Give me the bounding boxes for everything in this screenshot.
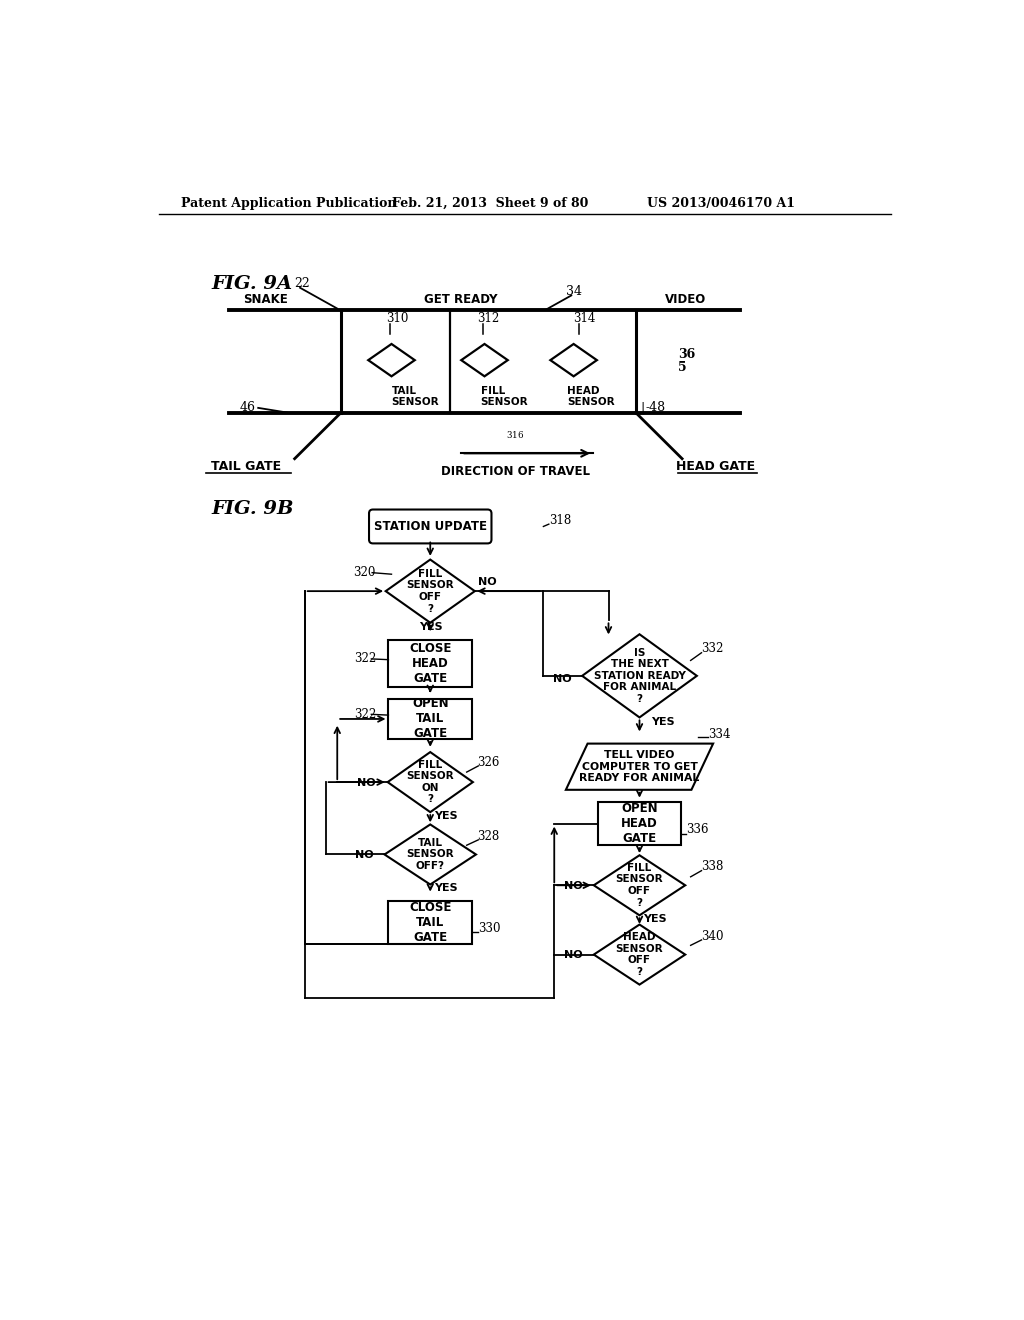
- Text: NO: NO: [356, 777, 375, 788]
- Text: $\mathregular{|}$: $\mathregular{|}$: [640, 400, 644, 416]
- Text: CLOSE
TAIL
GATE: CLOSE TAIL GATE: [409, 900, 452, 944]
- Text: 332: 332: [701, 643, 724, 656]
- Text: HEAD GATE: HEAD GATE: [676, 459, 755, 473]
- Bar: [598, 803, 681, 845]
- Text: $\mathregular{^{316}}$: $\mathregular{^{316}}$: [506, 432, 524, 445]
- Text: VIDEO: VIDEO: [666, 293, 707, 306]
- Text: 336: 336: [686, 824, 709, 837]
- Text: TAIL GATE: TAIL GATE: [211, 459, 281, 473]
- Text: HEAD
SENSOR: HEAD SENSOR: [567, 385, 615, 407]
- Text: FILL
SENSOR: FILL SENSOR: [480, 385, 528, 407]
- Text: FIG. 9B: FIG. 9B: [212, 500, 294, 517]
- Text: FIG. 9A: FIG. 9A: [212, 275, 293, 293]
- Text: FILL
SENSOR
ON
?: FILL SENSOR ON ?: [407, 760, 454, 804]
- Text: 36: 36: [678, 348, 695, 362]
- Text: TELL VIDEO
COMPUTER TO GET
READY FOR ANIMAL: TELL VIDEO COMPUTER TO GET READY FOR ANI…: [580, 750, 699, 783]
- Text: 322: 322: [354, 708, 377, 721]
- Text: NO: NO: [564, 950, 583, 961]
- Text: 22: 22: [295, 277, 310, 290]
- Text: 338: 338: [701, 861, 724, 874]
- Text: 34: 34: [565, 285, 582, 298]
- Text: 310: 310: [386, 312, 409, 325]
- Text: 320: 320: [352, 566, 375, 579]
- Text: DIRECTION OF TRAVEL: DIRECTION OF TRAVEL: [441, 465, 590, 478]
- Text: 330: 330: [478, 921, 501, 935]
- Text: 318: 318: [550, 513, 571, 527]
- Text: OPEN
TAIL
GATE: OPEN TAIL GATE: [412, 697, 449, 741]
- Text: 340: 340: [701, 931, 724, 944]
- Text: 326: 326: [477, 755, 499, 768]
- Text: TAIL
SENSOR
OFF?: TAIL SENSOR OFF?: [407, 838, 454, 871]
- Text: STATION UPDATE: STATION UPDATE: [374, 520, 486, 533]
- Text: Feb. 21, 2013  Sheet 9 of 80: Feb. 21, 2013 Sheet 9 of 80: [391, 197, 588, 210]
- Text: IS
THE NEXT
STATION READY
FOR ANIMAL
?: IS THE NEXT STATION READY FOR ANIMAL ?: [594, 648, 685, 704]
- Text: YES: YES: [419, 622, 442, 632]
- Text: NO: NO: [553, 675, 571, 684]
- Text: TAIL
SENSOR: TAIL SENSOR: [391, 385, 439, 407]
- Text: US 2013/0046170 A1: US 2013/0046170 A1: [647, 197, 796, 210]
- Text: NO: NO: [564, 882, 583, 891]
- Text: 322: 322: [354, 652, 377, 665]
- Text: YES: YES: [434, 810, 458, 821]
- Text: CLOSE
HEAD
GATE: CLOSE HEAD GATE: [409, 642, 452, 685]
- Text: NO: NO: [355, 850, 374, 861]
- Text: 328: 328: [477, 829, 499, 842]
- Text: NO: NO: [478, 577, 497, 587]
- Bar: [388, 700, 472, 739]
- Text: 334: 334: [708, 727, 730, 741]
- Text: -48: -48: [646, 401, 666, 414]
- Bar: [388, 900, 472, 944]
- Text: 5: 5: [678, 362, 687, 375]
- Text: HEAD
SENSOR
OFF
?: HEAD SENSOR OFF ?: [615, 932, 664, 977]
- Text: 314: 314: [572, 312, 595, 325]
- Text: FILL
SENSOR
OFF
?: FILL SENSOR OFF ?: [615, 863, 664, 908]
- Text: GET READY: GET READY: [425, 293, 498, 306]
- Text: OPEN
HEAD
GATE: OPEN HEAD GATE: [622, 803, 657, 845]
- Text: 312: 312: [477, 312, 499, 325]
- Text: YES: YES: [643, 915, 667, 924]
- Bar: [388, 640, 472, 686]
- Text: YES: YES: [434, 883, 458, 894]
- Text: SNAKE: SNAKE: [244, 293, 289, 306]
- Text: YES: YES: [651, 717, 675, 727]
- Text: 46: 46: [240, 401, 256, 414]
- Text: Patent Application Publication: Patent Application Publication: [180, 197, 396, 210]
- Text: FILL
SENSOR
OFF
?: FILL SENSOR OFF ?: [407, 569, 454, 614]
